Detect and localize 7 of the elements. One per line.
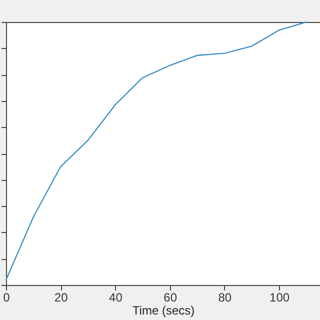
x-tick-label: 80 xyxy=(218,290,232,304)
x-tick-label: 100 xyxy=(270,290,290,304)
x-tick-label: 40 xyxy=(109,290,123,304)
x-tick-label: 60 xyxy=(164,290,178,304)
x-tick-label: 0 xyxy=(3,290,10,304)
x-axis-title: Time (secs) xyxy=(132,304,195,318)
x-tick-label: 20 xyxy=(54,290,68,304)
